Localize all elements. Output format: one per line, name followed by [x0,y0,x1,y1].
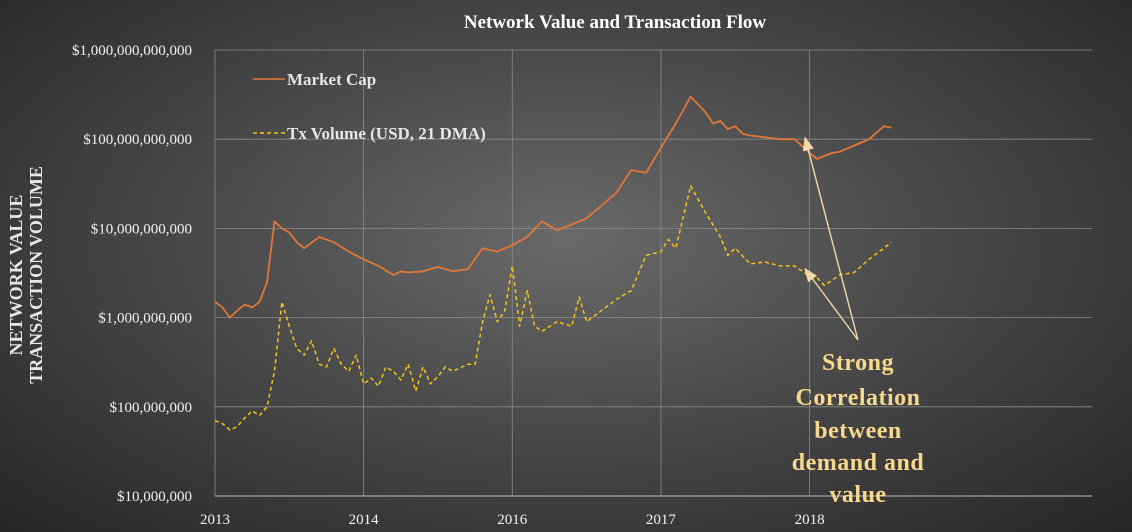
x-tick-label: 2016 [497,512,528,528]
y-tick-label: $100,000,000,000 [83,132,192,148]
y-axis-label-line-1: NETWORK VALUE [6,195,26,356]
x-tick-label: 2014 [349,512,380,528]
series-lines [214,95,892,431]
series-line-market-cap [214,95,892,319]
annotation-arrow [804,267,859,341]
y-axis-label: NETWORK VALUE TRANSACTION VOLUME [6,166,46,384]
gridlines [214,49,1092,497]
annotation-line-4: demand and [792,450,925,476]
y-axis-label-line-2: TRANSACTION VOLUME [26,166,46,384]
legend-label-tx-volume: Tx Volume (USD, 21 DMA) [287,124,486,143]
legend: Market Cap Tx Volume (USD, 21 DMA) [253,70,486,143]
annotation-arrows [802,136,859,341]
y-tick-label: $10,000,000,000 [91,221,192,237]
y-tick-label: $1,000,000,000 [98,311,192,327]
annotation-arrow [802,136,859,341]
y-tick-labels: $10,000,000 $100,000,000 $1,000,000,000 $10… [72,43,192,505]
annotation-text: Strong Correlation between demand and va… [792,350,925,508]
y-tick-label: $100,000,000 [110,400,193,416]
chart-title: Network Value and Transaction Flow [464,12,767,33]
y-tick-label: $1,000,000,000,000 [72,43,192,59]
annotation-line-1: Strong [822,350,894,376]
x-tick-label: 2018 [795,512,825,528]
annotation-line-5: value [829,482,886,508]
annotation-line-2: Correlation [795,385,920,411]
annotation-line-3: between [814,418,901,444]
series-line-tx-volume [214,185,892,431]
x-tick-label: 2017 [646,512,677,528]
legend-label-market-cap: Market Cap [287,70,376,89]
x-tick-label: 2013 [200,512,230,528]
x-tick-labels: 2013 2014 2016 2017 2018 [200,512,825,528]
y-tick-label: $10,000,000 [117,489,192,505]
